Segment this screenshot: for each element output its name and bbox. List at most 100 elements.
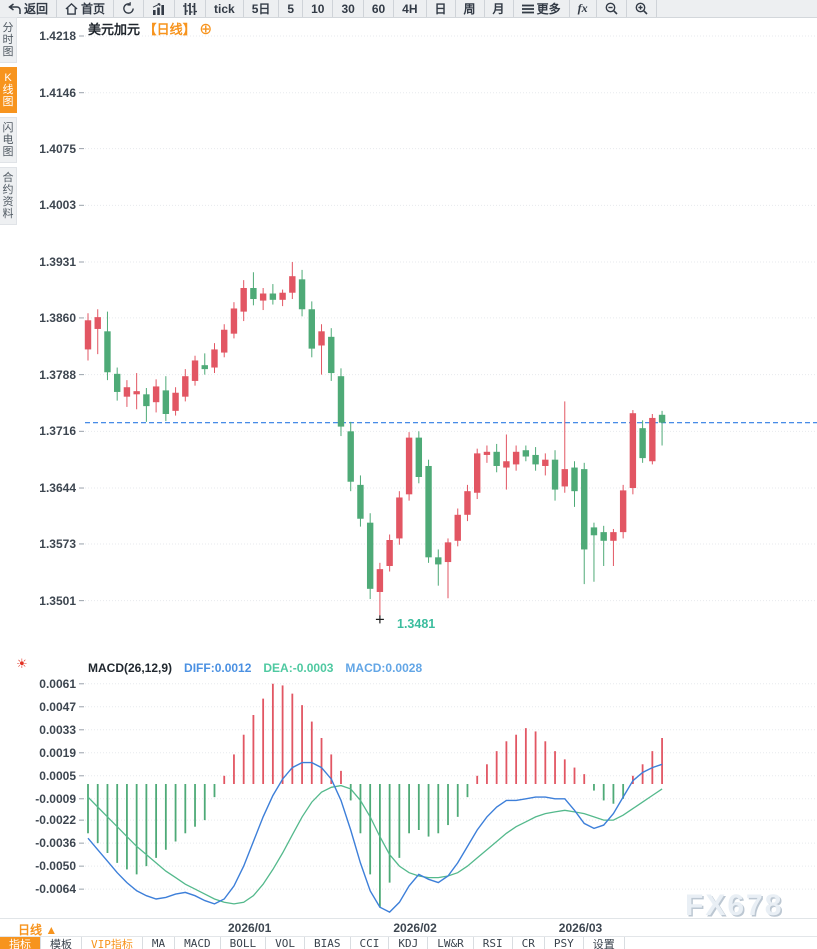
period-dropdown[interactable]: 日线 ▲	[18, 923, 58, 937]
toolbar-zoom-in-button[interactable]	[627, 0, 657, 17]
indicator-tab-macd[interactable]: MACD	[175, 937, 221, 949]
indicator-tab-bias[interactable]: BIAS	[305, 937, 351, 949]
toolbar-30min-button[interactable]: 30	[333, 0, 364, 17]
price-axis-tick: 1.4003	[39, 198, 76, 213]
toolbar-4h-label: 4H	[402, 1, 418, 16]
toolbar-tick-label: tick	[214, 1, 235, 16]
macd-axis-tick: -0.0009	[35, 791, 76, 806]
indicator-tab-psy[interactable]: PSY	[545, 937, 584, 949]
indicator-tab-ma[interactable]: MA	[143, 937, 176, 949]
toolbar-refresh-button[interactable]	[114, 0, 145, 17]
price-axis-tick: 1.3931	[39, 255, 76, 269]
sidebar-tab-char: 料	[2, 208, 14, 220]
add-symbol-icon[interactable]: ⊕	[199, 22, 213, 37]
toolbar-4h-button[interactable]: 4H	[394, 0, 427, 17]
candles-icon	[183, 2, 198, 15]
indicator-tab-vol[interactable]: VOL	[266, 937, 305, 949]
macd-axis-tick: 0.0047	[39, 699, 76, 714]
indicator-tab-vip-indicators[interactable]: VIP指标	[82, 937, 143, 949]
indicator-tab-cci[interactable]: CCI	[351, 937, 390, 949]
period-tag: 【日线】	[143, 22, 196, 37]
toolbar-daily-button[interactable]: 日	[427, 0, 456, 17]
toolbar-home-label: 首页	[81, 2, 106, 16]
sidebar-tab-char: 约	[2, 184, 14, 196]
toolbar-5min-button[interactable]: 5	[279, 0, 304, 17]
sidebar-tab-char: 电	[2, 134, 14, 146]
toolbar-back-button[interactable]: 返回	[0, 0, 58, 17]
macd-axis-tick: 0.0005	[39, 768, 76, 783]
indicator-tab-rsi[interactable]: RSI	[474, 937, 513, 949]
sidebar-tab-char: 资	[2, 196, 14, 208]
sidebar-tab-time-share-chart[interactable]: 分时图	[0, 17, 17, 63]
macd-diff-value: DIFF:0.0012	[184, 661, 252, 675]
toolbar-home-button[interactable]: 首页	[57, 0, 115, 17]
indicator-tab-boll[interactable]: BOLL	[221, 937, 267, 949]
toolbar-5d-label: 5日	[251, 2, 271, 16]
zoom-in-icon	[635, 2, 648, 15]
macd-axis-tick: 0.0061	[39, 676, 76, 691]
toolbar-60min-button[interactable]: 60	[364, 0, 395, 17]
home-icon	[65, 2, 78, 15]
toolbar-monthly-label: 月	[492, 2, 505, 16]
bar-chart-icon	[152, 2, 166, 15]
indicator-settings-icon[interactable]: ☀	[16, 656, 28, 671]
sidebar-tab-char: 时	[2, 34, 14, 46]
sidebar-tab-char: 闪	[2, 122, 14, 134]
macd-axis-tick: -0.0050	[35, 859, 76, 874]
price-axis-tick: 1.3716	[39, 424, 76, 439]
sidebar-tab-char: 分	[2, 22, 14, 34]
toolbar-10min-button[interactable]: 10	[303, 0, 334, 17]
toolbar-5min-label: 5	[287, 1, 295, 16]
x-axis-row: 日线 ▲ 2026/01 2026/02 2026/03	[0, 918, 817, 937]
top-toolbar: 返回 首页 tick 5日 5 10 30 60 4H 日 周 月 更多 fx	[0, 0, 817, 18]
toolbar-daily-label: 日	[434, 2, 447, 16]
sidebar-tab-char: 图	[2, 96, 14, 108]
refresh-icon	[122, 2, 135, 15]
sidebar-tab-contract-info[interactable]: 合约资料	[0, 167, 17, 225]
price-axis-tick: 1.3573	[39, 536, 76, 551]
price-axis-tick: 1.3860	[39, 310, 76, 325]
price-axis-tick: 1.4075	[39, 141, 76, 156]
toolbar-back-label: 返回	[24, 2, 49, 16]
sidebar-tab-flash-chart[interactable]: 闪电图	[0, 117, 17, 163]
toolbar-more-button[interactable]: 更多	[514, 0, 570, 17]
toolbar-5d-button[interactable]: 5日	[244, 0, 280, 17]
low-price-label: 1.3481	[397, 617, 436, 631]
toolbar-tick-button[interactable]: tick	[206, 0, 244, 17]
indicator-tab-cr[interactable]: CR	[513, 937, 545, 949]
zoom-out-icon	[605, 2, 618, 15]
back-arrow-icon	[8, 2, 21, 15]
toolbar-fx-label: fx	[577, 1, 588, 15]
indicator-tab-bar: 指标 模板 VIP指标 MA MACD BOLL VOL BIAS CCI KDJ LW&R RSI C…	[0, 936, 817, 949]
price-axis-tick: 1.3644	[39, 481, 76, 496]
toolbar-zoom-out-button[interactable]	[597, 0, 627, 17]
toolbar-candle-chart-button[interactable]	[175, 0, 207, 17]
toolbar-weekly-button[interactable]: 周	[456, 0, 485, 17]
toolbar-monthly-button[interactable]: 月	[485, 0, 514, 17]
macd-dea-value: DEA:-0.0003	[263, 661, 334, 675]
toolbar-fx-button[interactable]: fx	[570, 0, 597, 17]
indicator-tab-kdj[interactable]: KDJ	[389, 937, 429, 949]
price-axis-tick: 1.3501	[39, 593, 76, 608]
macd-axis-tick: 0.0019	[39, 745, 76, 760]
indicator-tab-templates[interactable]: 模板	[41, 937, 82, 949]
indicator-tab-lwr[interactable]: LW&R	[428, 937, 474, 949]
price-axis-tick: 1.4218	[39, 29, 76, 43]
chart-title: 美元加元 【日线】 ⊕	[88, 19, 212, 38]
toolbar-more-label: 更多	[536, 2, 561, 16]
macd-axis-tick: -0.0036	[35, 836, 76, 851]
indicator-tab-settings[interactable]: 设置	[584, 937, 625, 949]
sidebar-tab-char: K	[4, 72, 12, 84]
indicator-tab-indicators[interactable]: 指标	[0, 937, 41, 949]
price-axis-tick: 1.4146	[39, 85, 76, 100]
toolbar-weekly-label: 周	[463, 2, 476, 16]
toolbar-60min-label: 60	[371, 1, 386, 16]
toolbar-30min-label: 30	[341, 1, 355, 16]
macd-title: MACD(26,12,9)	[88, 661, 173, 675]
toolbar-line-chart-button[interactable]	[144, 0, 176, 17]
sidebar-tab-char: 图	[2, 46, 14, 58]
